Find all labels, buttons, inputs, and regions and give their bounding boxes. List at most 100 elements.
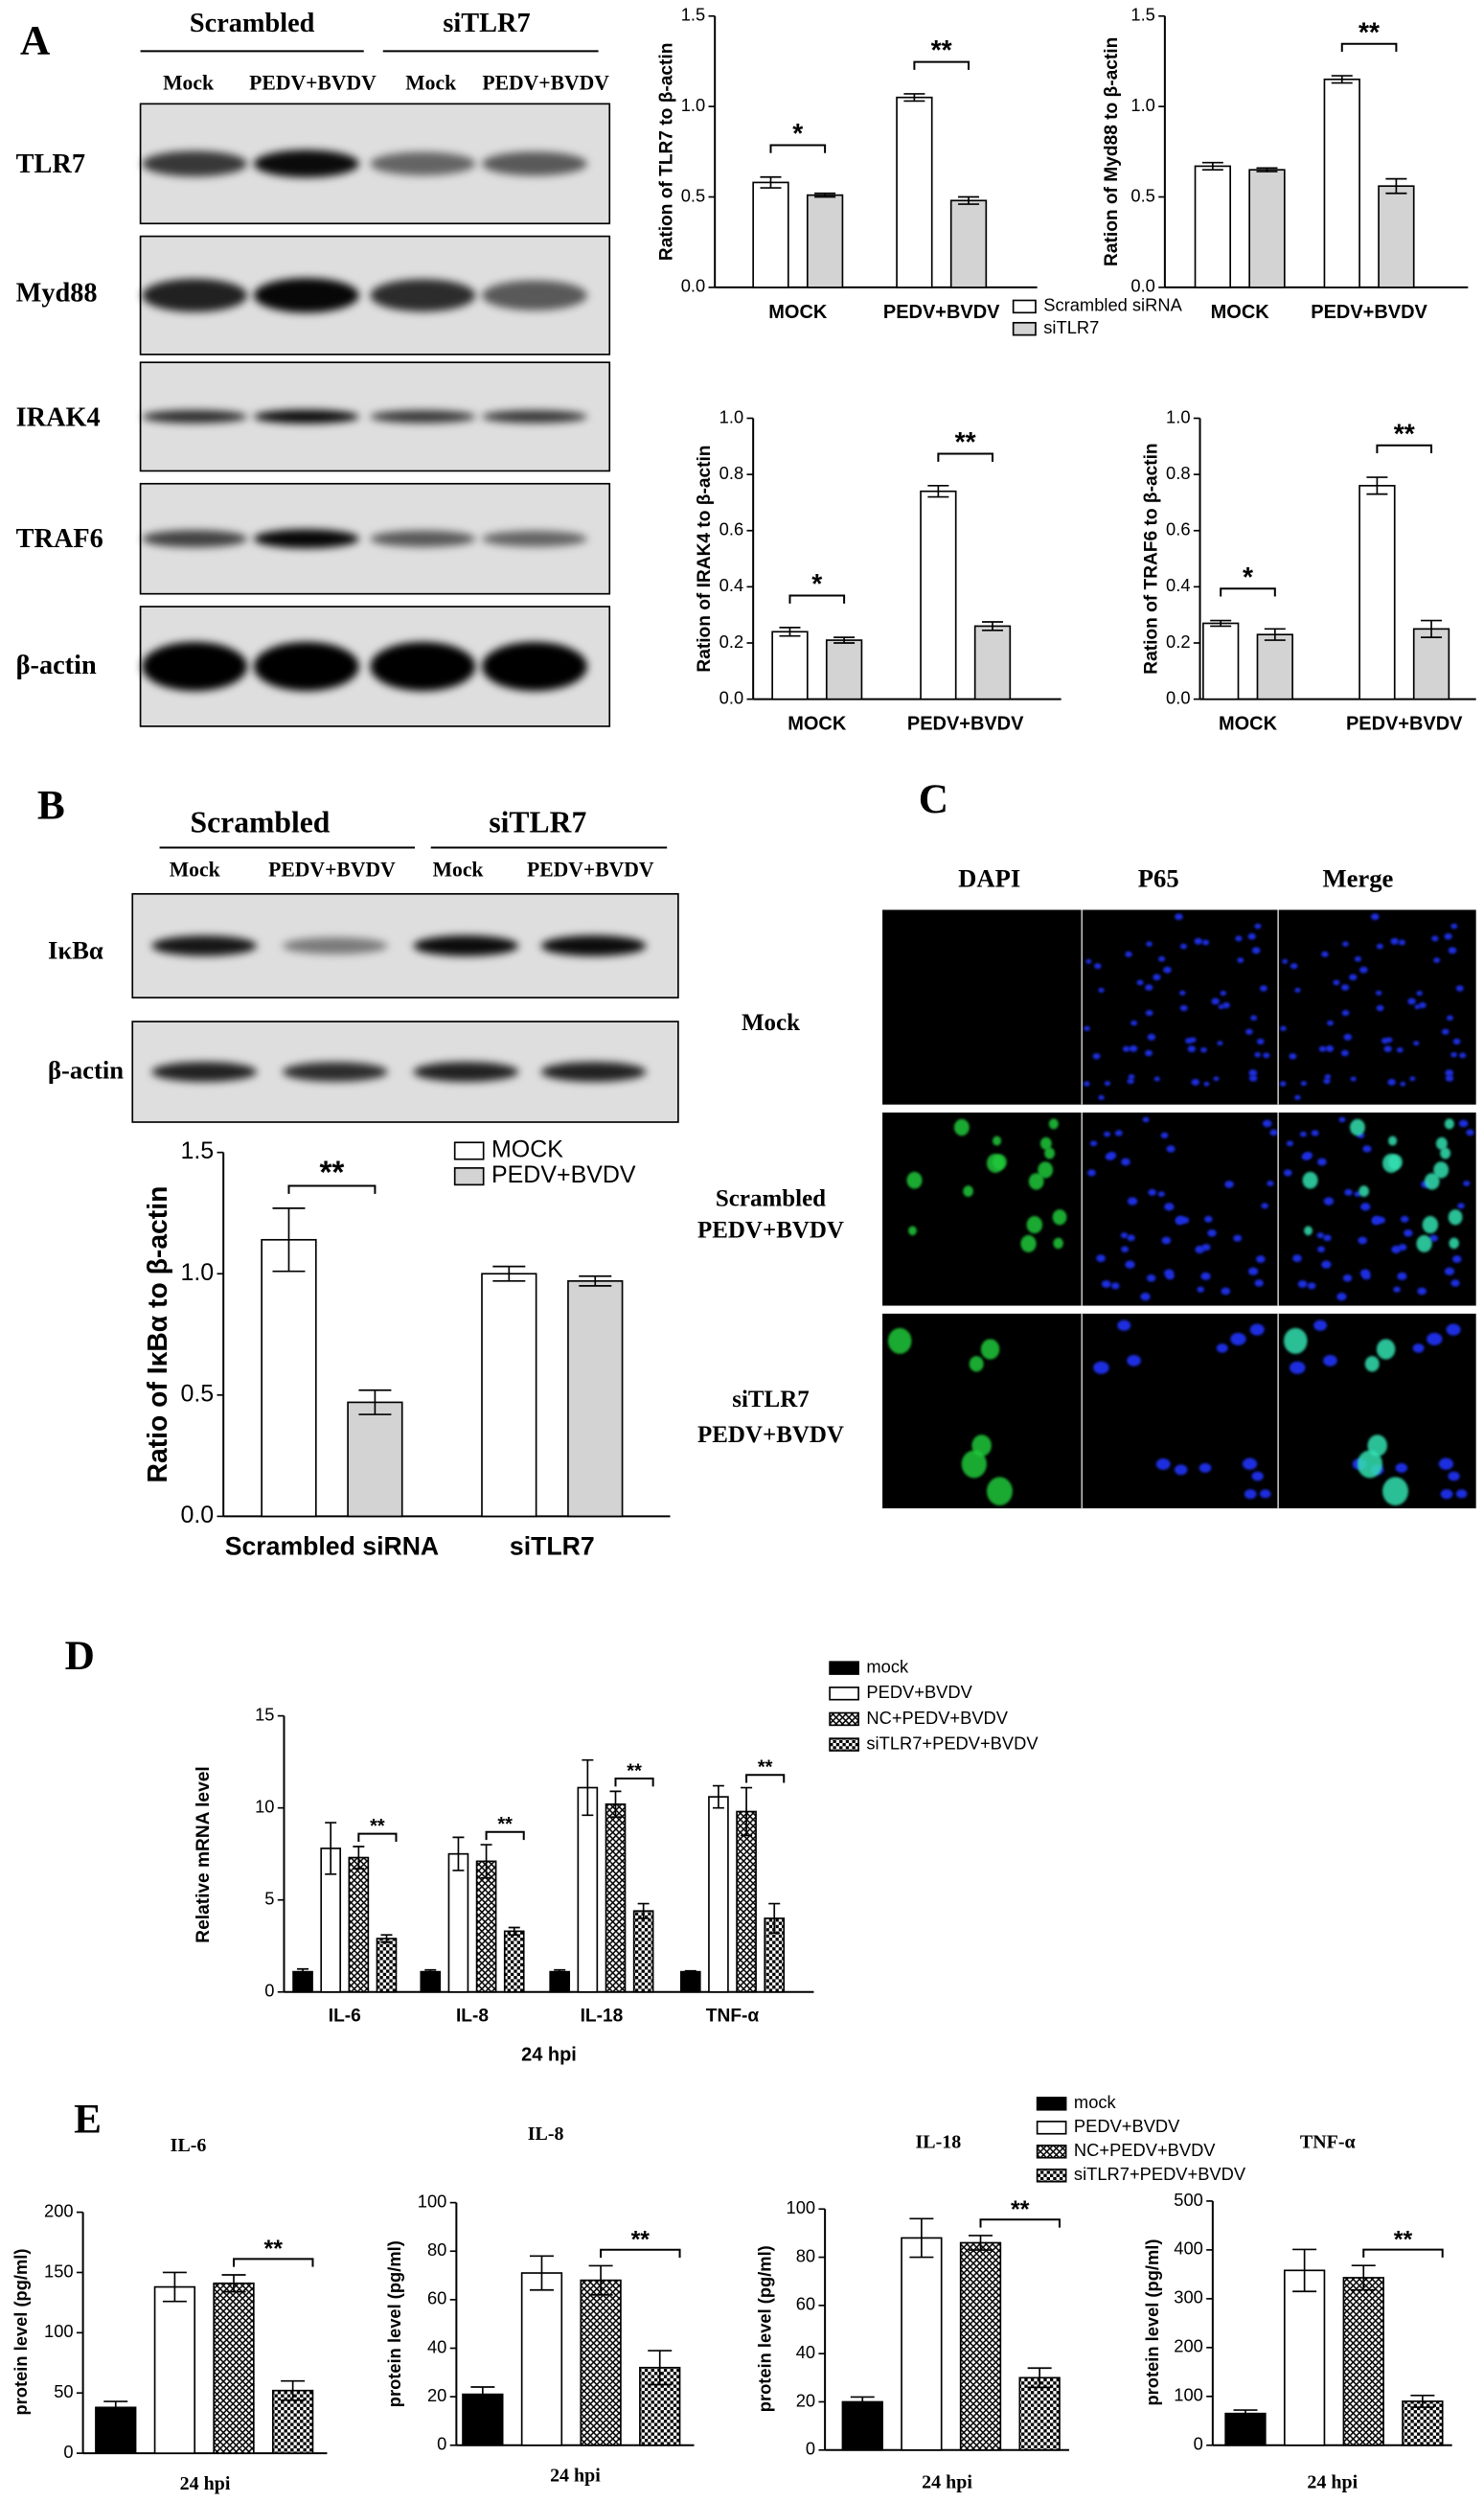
nucleus: [1101, 1280, 1111, 1288]
nucleus: [1333, 979, 1340, 986]
blot-row-label: β-actin: [16, 651, 97, 680]
nucleus: [1120, 1232, 1129, 1239]
error-bar: [1264, 628, 1286, 641]
nucleus: [1256, 1038, 1265, 1044]
y-tick-label: 0.0: [681, 276, 705, 296]
panel-label: E: [74, 2096, 102, 2142]
bar: [347, 1401, 403, 1518]
bar: [520, 2272, 563, 2446]
nucleus: [1122, 1045, 1130, 1052]
nucleus: [1158, 955, 1166, 962]
nucleus: [1098, 1094, 1105, 1100]
bar: [806, 194, 844, 288]
nucleus: [1450, 923, 1458, 930]
nucleus: [1413, 1041, 1420, 1046]
nucleus: [1251, 1471, 1264, 1481]
error-bar: [492, 1265, 526, 1282]
bar: [580, 2279, 622, 2446]
error-bar: [903, 93, 925, 103]
blot-band: [282, 1062, 388, 1082]
x-tick-label: PEDV+BVDV: [1311, 302, 1427, 323]
significance-bracket: [1362, 2248, 1444, 2258]
nucleus: [1127, 1078, 1134, 1085]
nucleus: [1342, 941, 1349, 947]
blot-band: [482, 410, 587, 424]
bar: [973, 625, 1012, 700]
bar: [1412, 628, 1450, 700]
error-bar: [909, 2217, 934, 2259]
error-bar: [609, 1790, 622, 1819]
y-tick-label: 400: [1174, 2238, 1203, 2259]
legend-swatch: [1036, 2169, 1067, 2183]
column-label: P65: [1138, 864, 1179, 893]
y-tick-label: 0.6: [1166, 519, 1190, 539]
nucleus: [1361, 1273, 1371, 1280]
significance-label: **: [931, 34, 952, 65]
bar: [577, 1786, 599, 1993]
p65-signal: [986, 1477, 1013, 1505]
nucleus: [1244, 1489, 1257, 1500]
bar: [896, 96, 933, 288]
error-bar: [582, 1758, 594, 1817]
nucleus: [1197, 1286, 1204, 1293]
legend-swatch: [1036, 2097, 1067, 2111]
bar: [920, 490, 957, 700]
nucleus: [1294, 1094, 1301, 1100]
column-label: DAPI: [958, 864, 1020, 893]
lane-label: PEDV+BVDV: [268, 858, 396, 881]
significance-bracket: [485, 1830, 525, 1841]
y-axis-label: Relative mRNA level: [194, 1766, 214, 1942]
significance-label: **: [1358, 16, 1380, 47]
nucleus: [1130, 1020, 1138, 1026]
p65-signal: [1357, 1450, 1382, 1479]
nucleus: [1146, 1274, 1156, 1282]
nucleus: [1463, 1181, 1471, 1186]
p65-signal: [1440, 1147, 1451, 1159]
nucleus: [1459, 1052, 1467, 1059]
bar: [475, 1860, 497, 1993]
nucleus: [1323, 1078, 1331, 1085]
error-bar: [554, 1968, 566, 1975]
nucleus: [1261, 1203, 1268, 1209]
blot-band: [142, 641, 248, 692]
nucleus: [1248, 1074, 1258, 1082]
legend-swatch: [1036, 2121, 1067, 2135]
significance-bracket: [769, 144, 827, 153]
column-label: Merge: [1322, 864, 1393, 893]
nucleus: [1179, 943, 1187, 950]
nucleus: [1299, 1131, 1307, 1137]
y-tick-label: 0.8: [1166, 463, 1190, 483]
nucleus: [1452, 1038, 1461, 1044]
panel-label: C: [919, 776, 948, 822]
legend-label: PEDV+BVDV: [866, 1682, 972, 1702]
legend-label: siTLR7+PEDV+BVDV: [1074, 2164, 1246, 2184]
p65-signal: [971, 1435, 992, 1457]
bar: [1224, 2412, 1267, 2446]
significance-label: **: [319, 1156, 344, 1191]
nucleus: [1105, 1153, 1114, 1160]
nucleus: [1136, 979, 1144, 986]
p65-signal: [1449, 1237, 1459, 1250]
nucleus: [1165, 1273, 1175, 1280]
legend-swatch: [829, 1711, 859, 1727]
p65-signal: [1364, 1356, 1380, 1372]
error-bar: [1366, 476, 1388, 495]
legend-label: PEDV+BVDV: [1074, 2116, 1180, 2136]
error-bar: [325, 1822, 337, 1875]
legend-swatch: [829, 1737, 859, 1752]
nucleus: [1127, 1197, 1138, 1205]
p65-signal: [1416, 1234, 1432, 1252]
nucleus: [1349, 974, 1358, 981]
nucleus: [1262, 1119, 1272, 1128]
y-tick-label: 20: [427, 2385, 446, 2405]
blot-band: [413, 1062, 519, 1082]
nucleus: [1201, 939, 1210, 946]
bar: [549, 1970, 571, 1993]
significance-label: **: [1011, 2196, 1030, 2223]
nucleus: [1360, 1203, 1371, 1211]
blot-band: [370, 530, 476, 547]
nucleus: [1327, 1020, 1334, 1026]
nucleus: [1267, 1181, 1274, 1186]
error-bar: [424, 1968, 437, 1975]
bar: [447, 1852, 469, 1993]
